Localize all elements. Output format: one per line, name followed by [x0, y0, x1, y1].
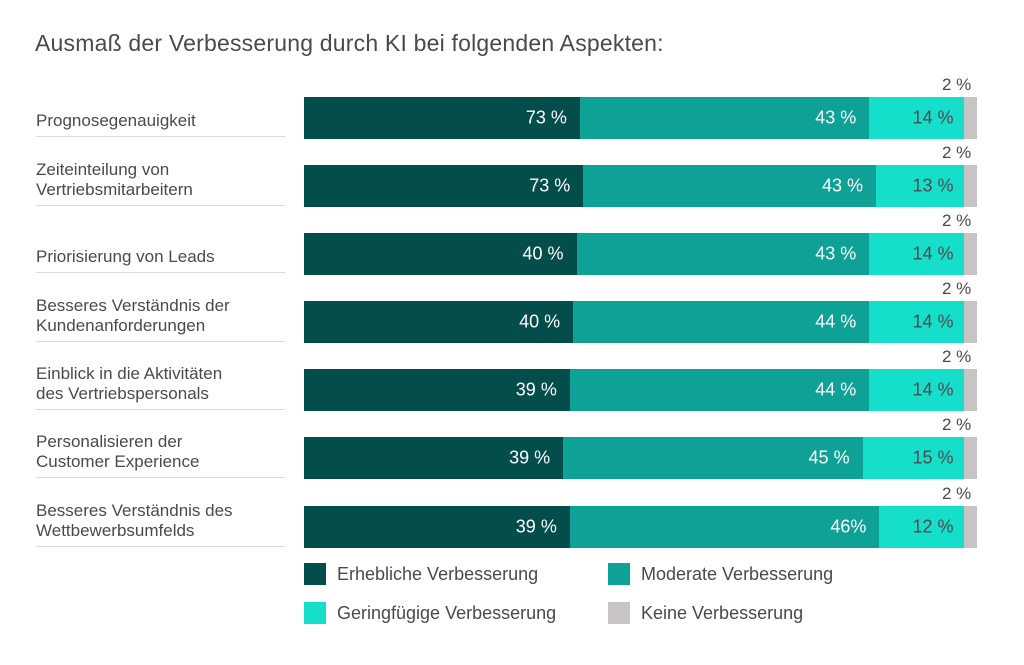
legend-item: Moderate Verbesserung	[608, 563, 833, 585]
category-label-line: Besseres Verständnis der	[36, 296, 230, 315]
category-label: Einblick in die Aktivitäten des Vertriebs…	[36, 364, 285, 410]
segment-moderat: 43 %	[579, 97, 870, 139]
segment-geringfuegig: 14 %	[869, 369, 964, 411]
stacked-bar: 39 % 44 % 14 %	[304, 369, 977, 411]
category-label-line: Kundenanforderungen	[36, 316, 206, 335]
segment-geringfuegig: 12 %	[879, 506, 964, 548]
category-label-line: Personalisieren der	[36, 432, 183, 451]
legend-swatch	[608, 602, 630, 624]
data-label: 44 %	[815, 311, 857, 332]
data-label: 46%	[830, 516, 867, 537]
segment-keine	[963, 369, 977, 411]
segment-geringfuegig: 14 %	[869, 233, 964, 275]
stacked-bar: 39 % 46% 12 %	[304, 506, 977, 548]
segment-moderat: 43 %	[576, 233, 870, 275]
legend-label: Moderate Verbesserung	[641, 563, 834, 584]
data-label-keine: 2 %	[942, 75, 972, 94]
segment-erheblich: 39 %	[304, 506, 570, 548]
segment-erheblich: 73 %	[304, 97, 580, 139]
data-label: 14 %	[912, 379, 954, 400]
category-label-line: Wettbewerbsumfelds	[36, 521, 195, 540]
category-label: Personalisieren der Customer Experience	[36, 432, 285, 478]
stacked-bar: 40 % 43 % 14 %	[304, 233, 977, 275]
data-label: 14 %	[912, 243, 954, 264]
data-label: 12 %	[912, 516, 954, 537]
data-label: 15 %	[912, 447, 954, 468]
category-label-line: Vertriebsmitarbeitern	[36, 180, 193, 199]
legend-label: Geringfügige Verbesserung	[337, 602, 557, 623]
data-label-keine: 2 %	[942, 211, 972, 230]
category-label-line: Einblick in die Aktivitäten	[36, 364, 223, 383]
data-label: 39 %	[515, 379, 557, 400]
data-label: 73 %	[525, 107, 567, 128]
stacked-bar: 73 % 43 % 13 %	[304, 165, 977, 207]
data-label: 43 %	[815, 243, 857, 264]
category-label: Prognosegenauigkeit	[36, 111, 285, 137]
segment-moderat: 46%	[569, 506, 880, 548]
data-label: 14 %	[912, 311, 954, 332]
legend-item: Geringfügige Verbesserung	[304, 602, 556, 624]
data-label-keine: 2 %	[942, 484, 972, 503]
segment-geringfuegig: 13 %	[876, 165, 964, 207]
segment-keine	[963, 233, 977, 275]
segment-moderat: 45 %	[563, 437, 863, 479]
category-label-line: Zeiteinteilung von	[36, 160, 170, 179]
data-label-keine: 2 %	[942, 279, 972, 298]
data-label: 44 %	[815, 379, 857, 400]
category-label-line: des Vertriebspersonals	[36, 384, 209, 403]
segment-erheblich: 73 %	[304, 165, 584, 207]
legend-item: Keine Verbesserung	[608, 602, 803, 624]
data-label: 43 %	[822, 175, 864, 196]
data-label-keine: 2 %	[942, 347, 972, 366]
category-label: Besseres Verständnis der Kundenanforderun…	[36, 296, 285, 342]
segment-keine	[963, 165, 977, 207]
segment-moderat: 44 %	[573, 301, 870, 343]
segment-erheblich: 40 %	[304, 301, 574, 343]
legend-item: Erhebliche Verbesserung	[304, 563, 538, 585]
data-label: 39 %	[509, 447, 551, 468]
category-label: Besseres Verständnis des Wettbewerbsumfel…	[36, 501, 285, 547]
segment-geringfuegig: 14 %	[869, 301, 964, 343]
data-label-keine: 2 %	[942, 415, 972, 434]
segment-moderat: 44 %	[569, 369, 870, 411]
category-label-line: Priorisierung von Leads	[36, 247, 215, 266]
segment-moderat: 43 %	[583, 165, 877, 207]
stacked-bar: 39 % 45 % 15 %	[304, 437, 977, 479]
data-label: 43 %	[815, 107, 857, 128]
chart-title: Ausmaß der Verbesserung durch KI bei fol…	[35, 30, 664, 56]
segment-keine	[963, 301, 977, 343]
segment-keine	[963, 437, 977, 479]
data-label: 14 %	[912, 107, 954, 128]
legend-swatch	[608, 563, 630, 585]
stacked-bar: 73 % 43 % 14 %	[304, 97, 977, 139]
data-label: 39 %	[515, 516, 557, 537]
data-label: 13 %	[912, 175, 954, 196]
stacked-bar: 40 % 44 % 14 %	[304, 301, 977, 343]
data-label-keine: 2 %	[942, 143, 972, 162]
segment-erheblich: 39 %	[304, 369, 570, 411]
data-label: 40 %	[522, 243, 564, 264]
category-label-line: Customer Experience	[36, 452, 200, 471]
legend-label: Keine Verbesserung	[641, 602, 804, 623]
category-label-line: Besseres Verständnis des	[36, 501, 233, 520]
category-label: Zeiteinteilung von Vertriebsmitarbeitern	[36, 160, 285, 206]
segment-erheblich: 39 %	[304, 437, 564, 479]
segment-keine	[963, 506, 977, 548]
data-label: 45 %	[808, 447, 850, 468]
segment-geringfuegig: 15 %	[862, 437, 964, 479]
data-label: 73 %	[529, 175, 571, 196]
category-label-line: Prognosegenauigkeit	[36, 111, 196, 130]
legend-swatch	[304, 602, 326, 624]
segment-geringfuegig: 14 %	[869, 97, 964, 139]
data-label: 40 %	[519, 311, 561, 332]
segment-keine	[963, 97, 977, 139]
legend-swatch	[304, 563, 326, 585]
segment-erheblich: 40 %	[304, 233, 577, 275]
legend-label: Erhebliche Verbesserung	[337, 563, 539, 584]
category-label: Priorisierung von Leads	[36, 247, 285, 273]
